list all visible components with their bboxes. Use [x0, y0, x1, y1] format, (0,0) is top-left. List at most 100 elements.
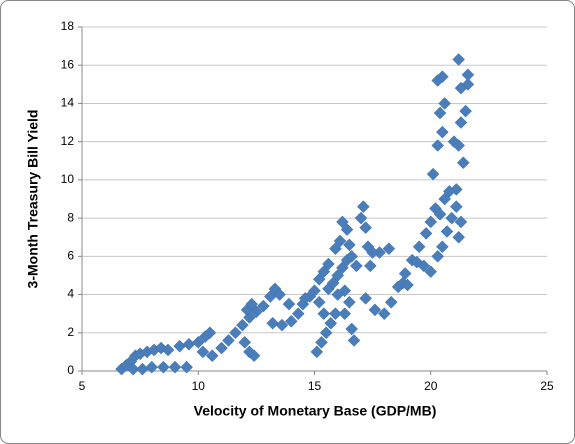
point — [431, 139, 445, 152]
y-tick-label: 16 — [61, 57, 75, 71]
point — [222, 334, 235, 347]
point — [329, 307, 342, 321]
point — [442, 185, 456, 198]
point — [298, 292, 312, 305]
point — [436, 70, 449, 84]
point — [291, 307, 305, 321]
point — [273, 288, 286, 301]
point — [359, 292, 373, 305]
point — [308, 284, 321, 298]
y-axis-title: 3-Month Treasury Bill Yield — [25, 110, 41, 289]
point — [412, 240, 426, 254]
point — [377, 307, 391, 321]
point — [331, 288, 345, 301]
point — [191, 335, 205, 349]
x-tick-label: 20 — [424, 379, 438, 393]
point — [410, 255, 424, 269]
point — [452, 139, 466, 152]
point — [349, 259, 363, 273]
point — [145, 360, 159, 374]
point — [419, 227, 433, 240]
point — [168, 360, 182, 374]
y-tick-label: 2 — [67, 325, 74, 339]
y-tick-label: 18 — [61, 19, 75, 33]
point — [424, 265, 438, 278]
point — [431, 249, 445, 263]
point — [161, 343, 175, 357]
point — [452, 230, 466, 244]
point — [454, 116, 468, 129]
point — [436, 240, 449, 254]
point — [236, 318, 249, 332]
point — [384, 295, 398, 309]
x-tick-label: 10 — [192, 379, 206, 393]
point — [438, 97, 452, 110]
point — [266, 316, 280, 330]
point — [452, 53, 466, 66]
point — [424, 215, 438, 229]
y-tick-label: 6 — [67, 249, 74, 263]
x-axis-title: Velocity of Monetary Base (GDP/MB) — [194, 403, 437, 419]
point — [180, 360, 193, 374]
point — [324, 316, 338, 330]
point — [445, 211, 459, 225]
point — [366, 246, 379, 259]
point — [345, 322, 359, 336]
point — [347, 334, 361, 347]
y-tick-label: 4 — [67, 287, 74, 301]
point — [196, 345, 210, 359]
point — [333, 234, 347, 248]
point — [284, 314, 298, 328]
point — [312, 295, 326, 309]
point — [363, 259, 377, 273]
point — [454, 81, 468, 95]
point — [433, 106, 447, 120]
point — [215, 341, 228, 355]
y-tick-label: 14 — [61, 96, 75, 110]
point — [354, 211, 368, 225]
point — [447, 135, 461, 149]
point — [319, 326, 333, 340]
y-tick-label: 10 — [61, 172, 75, 186]
point — [317, 307, 331, 321]
point — [426, 167, 440, 181]
point — [382, 242, 396, 256]
point — [229, 326, 242, 340]
point — [157, 360, 170, 374]
point — [343, 238, 356, 252]
point — [245, 297, 259, 311]
point — [247, 349, 261, 363]
point — [459, 104, 472, 118]
point — [449, 200, 463, 213]
x-tick-label: 25 — [540, 379, 554, 393]
point — [310, 345, 324, 359]
point — [338, 307, 352, 321]
point — [238, 335, 252, 349]
point — [440, 225, 454, 238]
point — [243, 345, 256, 359]
point — [356, 200, 370, 213]
point — [275, 318, 289, 332]
point — [454, 215, 468, 229]
point — [126, 362, 140, 376]
point — [322, 257, 335, 271]
x-tick-label: 15 — [308, 379, 322, 393]
x-tick-label: 5 — [79, 379, 86, 393]
point — [461, 68, 475, 82]
point — [456, 156, 470, 170]
point — [401, 278, 414, 292]
point — [154, 341, 168, 355]
point — [345, 249, 359, 263]
point — [368, 303, 382, 317]
point — [436, 125, 449, 139]
point — [433, 207, 447, 221]
point — [315, 335, 328, 349]
point — [205, 349, 219, 363]
point — [256, 299, 270, 313]
y-tick-label: 0 — [67, 363, 74, 377]
y-tick-label: 8 — [67, 210, 74, 224]
point — [340, 223, 354, 236]
y-tick-label: 12 — [61, 134, 75, 148]
